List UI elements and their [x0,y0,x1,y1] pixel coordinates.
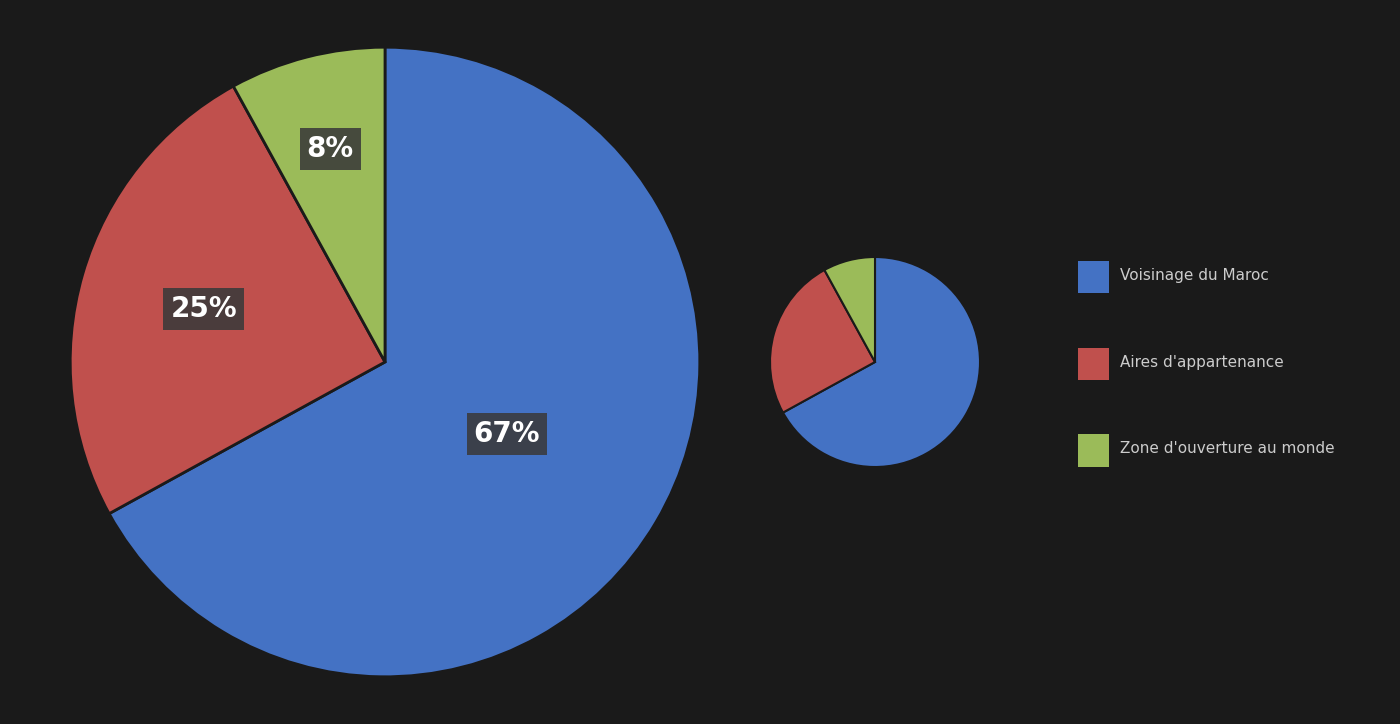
Wedge shape [70,86,385,513]
Wedge shape [109,47,700,677]
Text: Aires d'appartenance: Aires d'appartenance [1120,355,1284,369]
Wedge shape [783,257,980,467]
Wedge shape [770,270,875,413]
Bar [1078,261,1109,293]
Text: 25%: 25% [171,295,237,324]
Text: 67%: 67% [473,420,540,448]
Wedge shape [825,257,875,362]
Text: Zone d'ouverture au monde: Zone d'ouverture au monde [1120,442,1334,456]
Bar [1078,348,1109,380]
Bar [1078,434,1109,467]
Wedge shape [234,47,385,362]
Text: 8%: 8% [307,135,354,163]
Text: Voisinage du Maroc: Voisinage du Maroc [1120,268,1268,282]
